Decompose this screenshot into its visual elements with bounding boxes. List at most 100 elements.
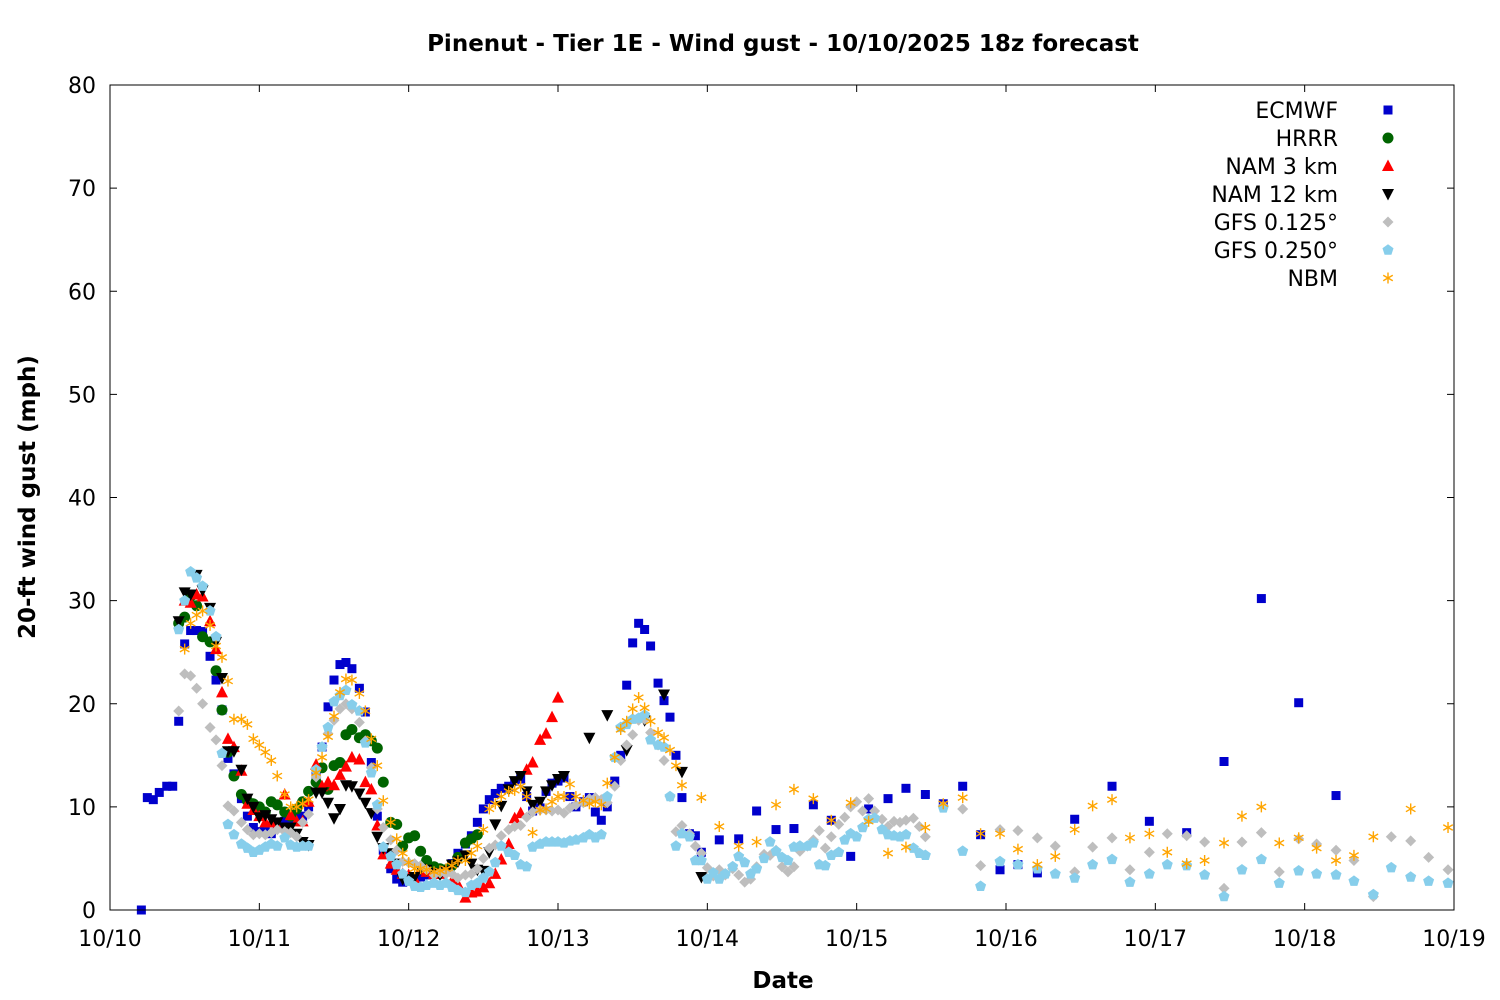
data-point (782, 866, 794, 878)
data-point (205, 651, 215, 661)
data-point (495, 840, 507, 851)
data-point (558, 791, 570, 803)
data-point (658, 689, 671, 701)
data-point (1294, 698, 1304, 708)
data-point (408, 872, 421, 884)
data-point (622, 680, 632, 690)
data-point (1348, 849, 1360, 861)
data-point (1385, 831, 1397, 843)
data-point (595, 828, 607, 840)
data-point (360, 705, 371, 717)
data-point (1162, 846, 1173, 858)
data-point (1273, 866, 1285, 878)
y-tick-label: 20 (68, 693, 96, 718)
data-point (621, 739, 633, 751)
data-point (316, 751, 328, 763)
data-point (271, 840, 283, 851)
data-point (477, 880, 490, 893)
data-point (540, 803, 552, 815)
data-point (340, 673, 352, 685)
data-point (354, 687, 365, 699)
data-point (1199, 836, 1211, 848)
data-point (503, 785, 514, 797)
data-point (322, 797, 335, 810)
data-point (316, 787, 329, 799)
data-point (333, 768, 346, 780)
data-point (1405, 835, 1417, 847)
data-point (1311, 868, 1323, 879)
data-point (1311, 842, 1322, 854)
data-point (826, 814, 837, 826)
data-point (1442, 822, 1454, 833)
data-point (279, 832, 291, 843)
data-point (216, 704, 228, 716)
data-point (179, 594, 191, 606)
chart-title: Pinenut - Tier 1E - Wind gust - 10/10/20… (427, 31, 1139, 57)
data-point (471, 863, 483, 875)
data-point (446, 860, 458, 872)
data-point (601, 790, 613, 802)
data-point (172, 616, 185, 628)
data-point (863, 815, 874, 827)
data-point (483, 866, 495, 877)
y-tick-label: 10 (68, 796, 96, 821)
data-point (210, 734, 222, 746)
data-point (583, 732, 596, 745)
data-point (1385, 861, 1397, 873)
data-point (752, 806, 762, 816)
data-point (1106, 794, 1118, 806)
data-point (957, 792, 968, 804)
data-point (472, 840, 483, 852)
data-point (322, 721, 334, 733)
data-point (665, 712, 675, 722)
data-point (421, 864, 432, 876)
data-point (372, 811, 382, 821)
data-point (478, 824, 489, 836)
data-point (148, 795, 158, 805)
data-point (216, 760, 228, 772)
data-point (534, 804, 546, 816)
data-point (403, 857, 414, 869)
legend-label: NAM 12 km (1211, 183, 1338, 208)
data-point (391, 833, 402, 845)
x-tick-label: 10/15 (825, 927, 888, 952)
data-point (228, 770, 240, 782)
data-point (540, 786, 553, 798)
data-point (564, 778, 576, 790)
data-point (676, 779, 688, 791)
data-point (1143, 868, 1155, 879)
data-point (495, 830, 507, 842)
data-point (304, 802, 314, 812)
data-point (546, 710, 559, 723)
data-point (920, 822, 931, 833)
legend-marker (1382, 189, 1394, 201)
data-point (236, 713, 247, 725)
data-point (995, 865, 1005, 875)
data-point (671, 750, 681, 760)
data-point (359, 797, 372, 810)
data-point (900, 841, 912, 853)
data-point (695, 872, 708, 884)
data-point (883, 794, 893, 804)
data-point (808, 800, 818, 810)
data-point (297, 816, 309, 828)
data-point (316, 741, 328, 752)
data-point (714, 820, 725, 832)
data-point (634, 618, 644, 628)
data-point (1236, 863, 1248, 875)
legend-label: NBM (1287, 267, 1338, 292)
data-point (323, 702, 333, 712)
data-point (1012, 843, 1024, 855)
data-point (782, 854, 794, 866)
data-point (846, 851, 856, 861)
data-point (466, 847, 477, 859)
data-point (227, 746, 240, 758)
data-point (372, 760, 383, 772)
data-point (609, 751, 620, 763)
data-point (490, 788, 500, 798)
data-point (1330, 844, 1342, 856)
data-point (328, 710, 340, 722)
data-point (191, 682, 203, 694)
data-point (142, 793, 152, 803)
